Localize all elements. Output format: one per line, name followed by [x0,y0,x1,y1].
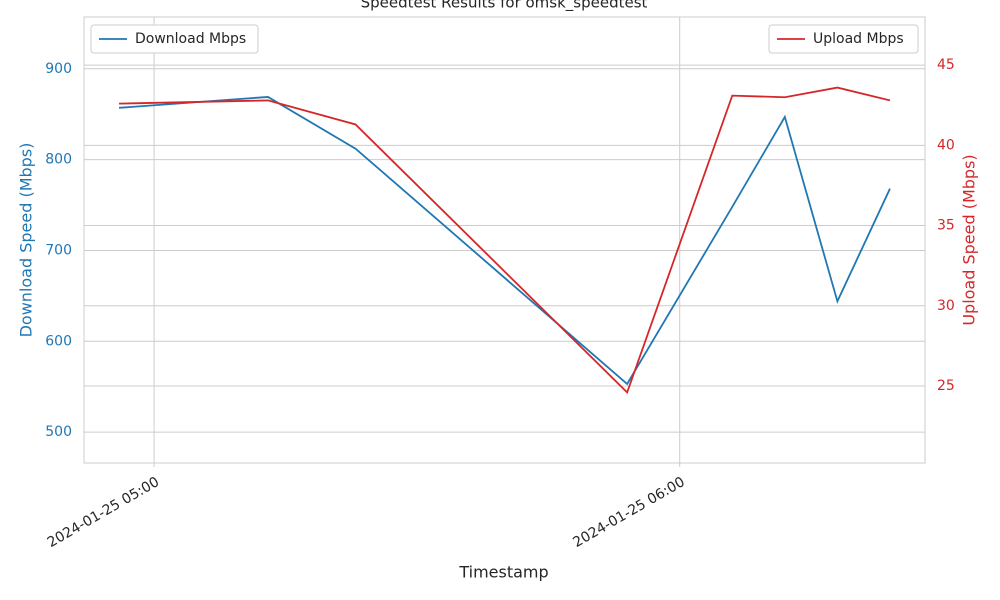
y-tick-label: 800 [45,152,72,168]
y-axis-label: Download Speed (Mbps) [17,143,36,338]
chart-title: Speedtest Results for omsk_speedtest [361,0,648,13]
x-tick-label: 2024-01-25 06:00 [570,474,687,551]
series-line [118,96,891,386]
y-tick-label: 600 [45,333,72,349]
legend-box [768,24,919,54]
x-tick-label: 2024-01-25 05:00 [45,474,162,551]
y2-tick-label: 30 [937,298,955,314]
y-tick-label: 500 [45,424,72,440]
legend-label: Download Mbps [135,31,246,47]
series-line [119,86,891,395]
x-axis-label: Timestamp [458,563,548,582]
y2-tick-label: 25 [937,378,955,394]
legend-label: Upload Mbps [813,31,904,47]
y2-tick-label: 45 [937,57,955,73]
y-tick-label: 700 [45,242,72,258]
y2-axis-label: Upload Speed (Mbps) [960,154,979,325]
y2-tick-label: 40 [937,137,955,153]
legend-box [90,24,259,54]
y-tick-label: 900 [45,61,72,77]
y2-tick-label: 35 [937,218,955,234]
plot-frame [83,16,926,464]
